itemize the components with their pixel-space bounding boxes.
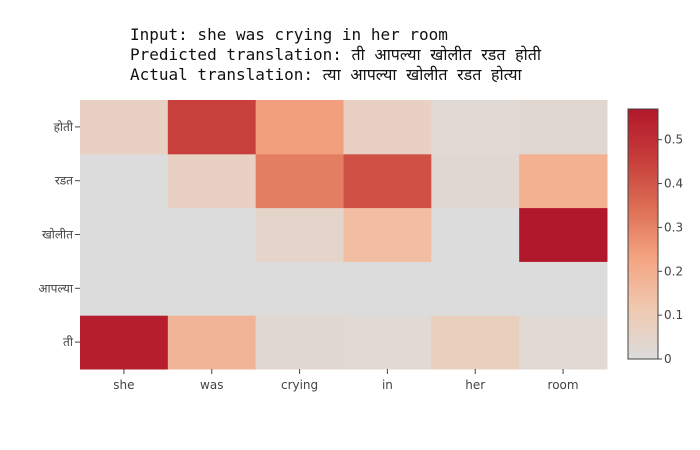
heatmap-cell-आपल्या-her (431, 261, 520, 316)
x-axis: she was crying in her room (113, 369, 579, 392)
heatmap-cell-रडत-was (167, 153, 257, 209)
title-line-input: Input: she was crying in her room (130, 25, 448, 44)
x-tick-label: was (200, 378, 223, 392)
x-tick-label: in (382, 378, 393, 392)
heatmap-cell-रडत-in (343, 153, 432, 209)
heatmap-cell-होती-was (167, 100, 257, 155)
heatmap-cell-होती-crying (255, 100, 344, 155)
colorbar-tick-label: 0 (664, 352, 672, 366)
heatmap-cells (80, 100, 608, 370)
colorbar-tick-label: 0.5 (664, 133, 683, 147)
colorbar-tick-label: 0.1 (664, 308, 683, 322)
heatmap-cell-ती-in (343, 315, 432, 370)
heatmap-cell-होती-room (519, 100, 608, 155)
y-tick-label: रडत (55, 174, 74, 188)
heatmap-cell-रडत-room (519, 153, 608, 209)
heatmap-cell-होती-she (80, 100, 169, 155)
y-tick-label: आपल्या (38, 281, 74, 295)
heatmap-cell-ती-room (519, 315, 608, 370)
title-line-actual: Actual translation: त्या आपल्या खोलीत रड… (130, 65, 523, 84)
heatmap-cell-आपल्या-was (167, 261, 257, 316)
heatmap-cell-खोलीत-her (431, 207, 520, 262)
heatmap-cell-रडत-her (431, 153, 520, 209)
chart-title: Input: she was crying in her room Predic… (130, 25, 542, 84)
heatmap-cell-होती-her (431, 100, 520, 155)
y-axis: ती आपल्या खोलीत रडत होती (38, 120, 80, 349)
colorbar-tick-label: 0.3 (664, 220, 683, 234)
heatmap-cell-खोलीत-room (519, 207, 608, 262)
heatmap-cell-होती-in (343, 100, 432, 155)
heatmap-cell-ती-crying (255, 315, 344, 370)
colorbar-gradient (627, 108, 659, 360)
heatmap-cell-आपल्या-crying (255, 261, 344, 316)
x-tick-label: crying (281, 378, 318, 392)
heatmap-cell-रडत-crying (255, 153, 344, 209)
heatmap-cell-रडत-she (80, 153, 169, 209)
y-tick-label: खोलीत (42, 228, 74, 242)
colorbar-tick-label: 0.2 (664, 264, 683, 278)
heatmap-cell-ती-she (80, 315, 169, 370)
x-tick-label: she (113, 378, 134, 392)
y-tick-label: होती (54, 120, 74, 134)
heatmap-cell-ती-her (431, 315, 520, 370)
heatmap-cell-खोलीत-was (167, 207, 257, 262)
heatmap-cell-खोलीत-in (343, 207, 432, 262)
colorbar: 0 0.1 0.2 0.3 0.4 0.5 (627, 108, 683, 366)
y-tick-label: ती (63, 335, 74, 349)
heatmap-cell-आपल्या-in (343, 261, 432, 316)
x-tick-label: room (548, 378, 579, 392)
heatmap-cell-आपल्या-room (519, 261, 608, 316)
colorbar-ticks: 0 0.1 0.2 0.3 0.4 0.5 (658, 133, 683, 366)
title-line-predicted: Predicted translation: ती आपल्या खोलीत र… (130, 45, 542, 64)
heatmap-cell-ती-was (167, 315, 257, 370)
heatmap-cell-खोलीत-crying (255, 207, 344, 262)
colorbar-tick-label: 0.4 (664, 177, 683, 191)
heatmap-cell-आपल्या-she (80, 261, 169, 316)
heatmap-cell-खोलीत-she (80, 207, 169, 262)
x-tick-label: her (465, 378, 485, 392)
